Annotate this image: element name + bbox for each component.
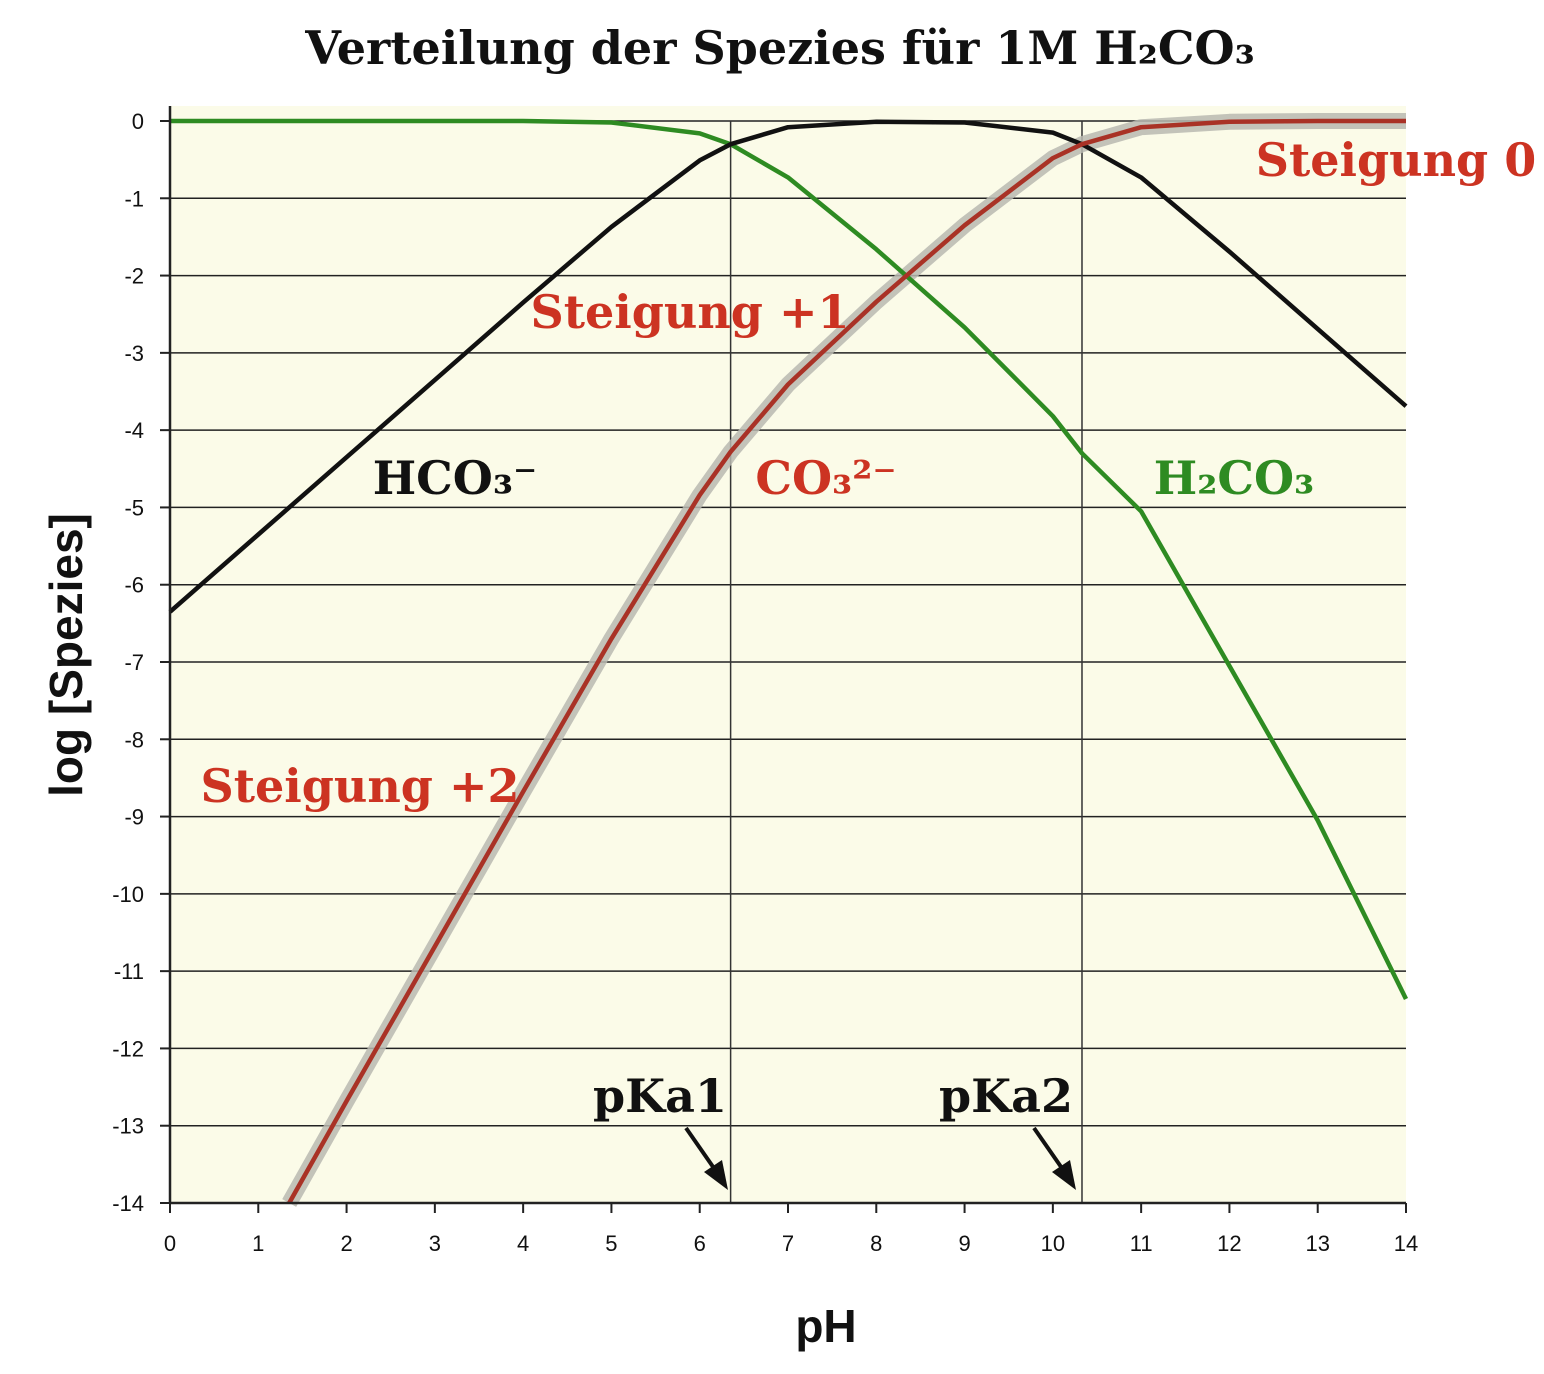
y-tick-label: -2 xyxy=(124,264,144,289)
x-tick-label: 1 xyxy=(252,1231,264,1256)
y-axis-label: log [Spezies] xyxy=(40,513,92,797)
y-tick-label: -4 xyxy=(124,418,144,443)
y-tick-label: -11 xyxy=(114,959,144,984)
y-tick-label: -5 xyxy=(124,495,144,520)
x-tick-label: 0 xyxy=(164,1231,176,1256)
y-tick-label: 0 xyxy=(132,109,144,134)
y-tick-label: -6 xyxy=(124,573,144,598)
y-tick-label: -1 xyxy=(124,186,144,211)
x-tick-label: 8 xyxy=(870,1231,882,1256)
y-tick-label: -14 xyxy=(112,1191,144,1216)
plot-background xyxy=(170,106,1406,1203)
x-tick-label: 12 xyxy=(1217,1231,1241,1256)
annotations: Steigung 0 Steigung +1 Steigung +2 HCO₃⁻… xyxy=(201,133,1536,1190)
axes xyxy=(160,106,1407,1213)
hco3-line xyxy=(168,119,1408,614)
x-tick-label: 10 xyxy=(1041,1231,1065,1256)
x-tick-label: 5 xyxy=(605,1231,617,1256)
x-tick-label: 2 xyxy=(340,1231,352,1256)
title: Verteilung der Spezies für 1M H₂CO₃ xyxy=(304,21,1254,75)
slope-0-label: Steigung 0 xyxy=(1256,133,1536,187)
x-tick-labels: 0 1 2 3 4 5 6 7 8 9 10 11 12 13 14 xyxy=(164,1231,1418,1256)
y-tick-labels: 0 -1 -2 -3 -4 -5 -6 -7 -8 -9 -10 -11 -12 -13 -14 xyxy=(112,109,144,1216)
x-tick-label: 9 xyxy=(958,1231,970,1256)
pka-lines xyxy=(729,121,1083,1203)
hco3-label: HCO₃⁻ xyxy=(373,451,538,505)
x-tick-label: 3 xyxy=(429,1231,441,1256)
pka1-label: pKa1 xyxy=(593,1069,727,1123)
y-tick-label: -13 xyxy=(112,1114,144,1139)
x-axis-label: pH xyxy=(795,1300,856,1352)
x-tick-label: 11 xyxy=(1130,1231,1153,1256)
chart-title: Verteilung der Spezies für 1M H₂CO₃ xyxy=(304,21,1254,75)
slope-1-label: Steigung +1 xyxy=(531,285,850,339)
x-tick-label: 6 xyxy=(694,1231,706,1256)
y-tick-label: -8 xyxy=(124,727,144,752)
y-tick-label: -9 xyxy=(124,805,144,830)
pka1-arrow xyxy=(684,1126,728,1190)
co3-line xyxy=(287,118,1406,1205)
x-tick-label: 14 xyxy=(1394,1231,1418,1256)
x-tick-label: 4 xyxy=(517,1231,529,1256)
x-tick-label: 7 xyxy=(782,1231,794,1256)
co3-label: CO₃²⁻ xyxy=(755,451,896,505)
y-tick-label: -10 xyxy=(112,882,144,907)
slope-2-label: Steigung +2 xyxy=(201,759,520,813)
y-tick-label: -12 xyxy=(112,1036,144,1061)
y-tick-label: -7 xyxy=(124,650,144,675)
h2co3-label: H₂CO₃ xyxy=(1154,451,1314,505)
pka2-label: pKa2 xyxy=(939,1069,1073,1123)
y-tick-label: -3 xyxy=(124,341,144,366)
h2co3-line xyxy=(170,118,1409,1000)
pka2-arrow xyxy=(1032,1126,1076,1190)
series-lines xyxy=(168,113,1409,1207)
x-tick-label: 13 xyxy=(1305,1231,1329,1256)
